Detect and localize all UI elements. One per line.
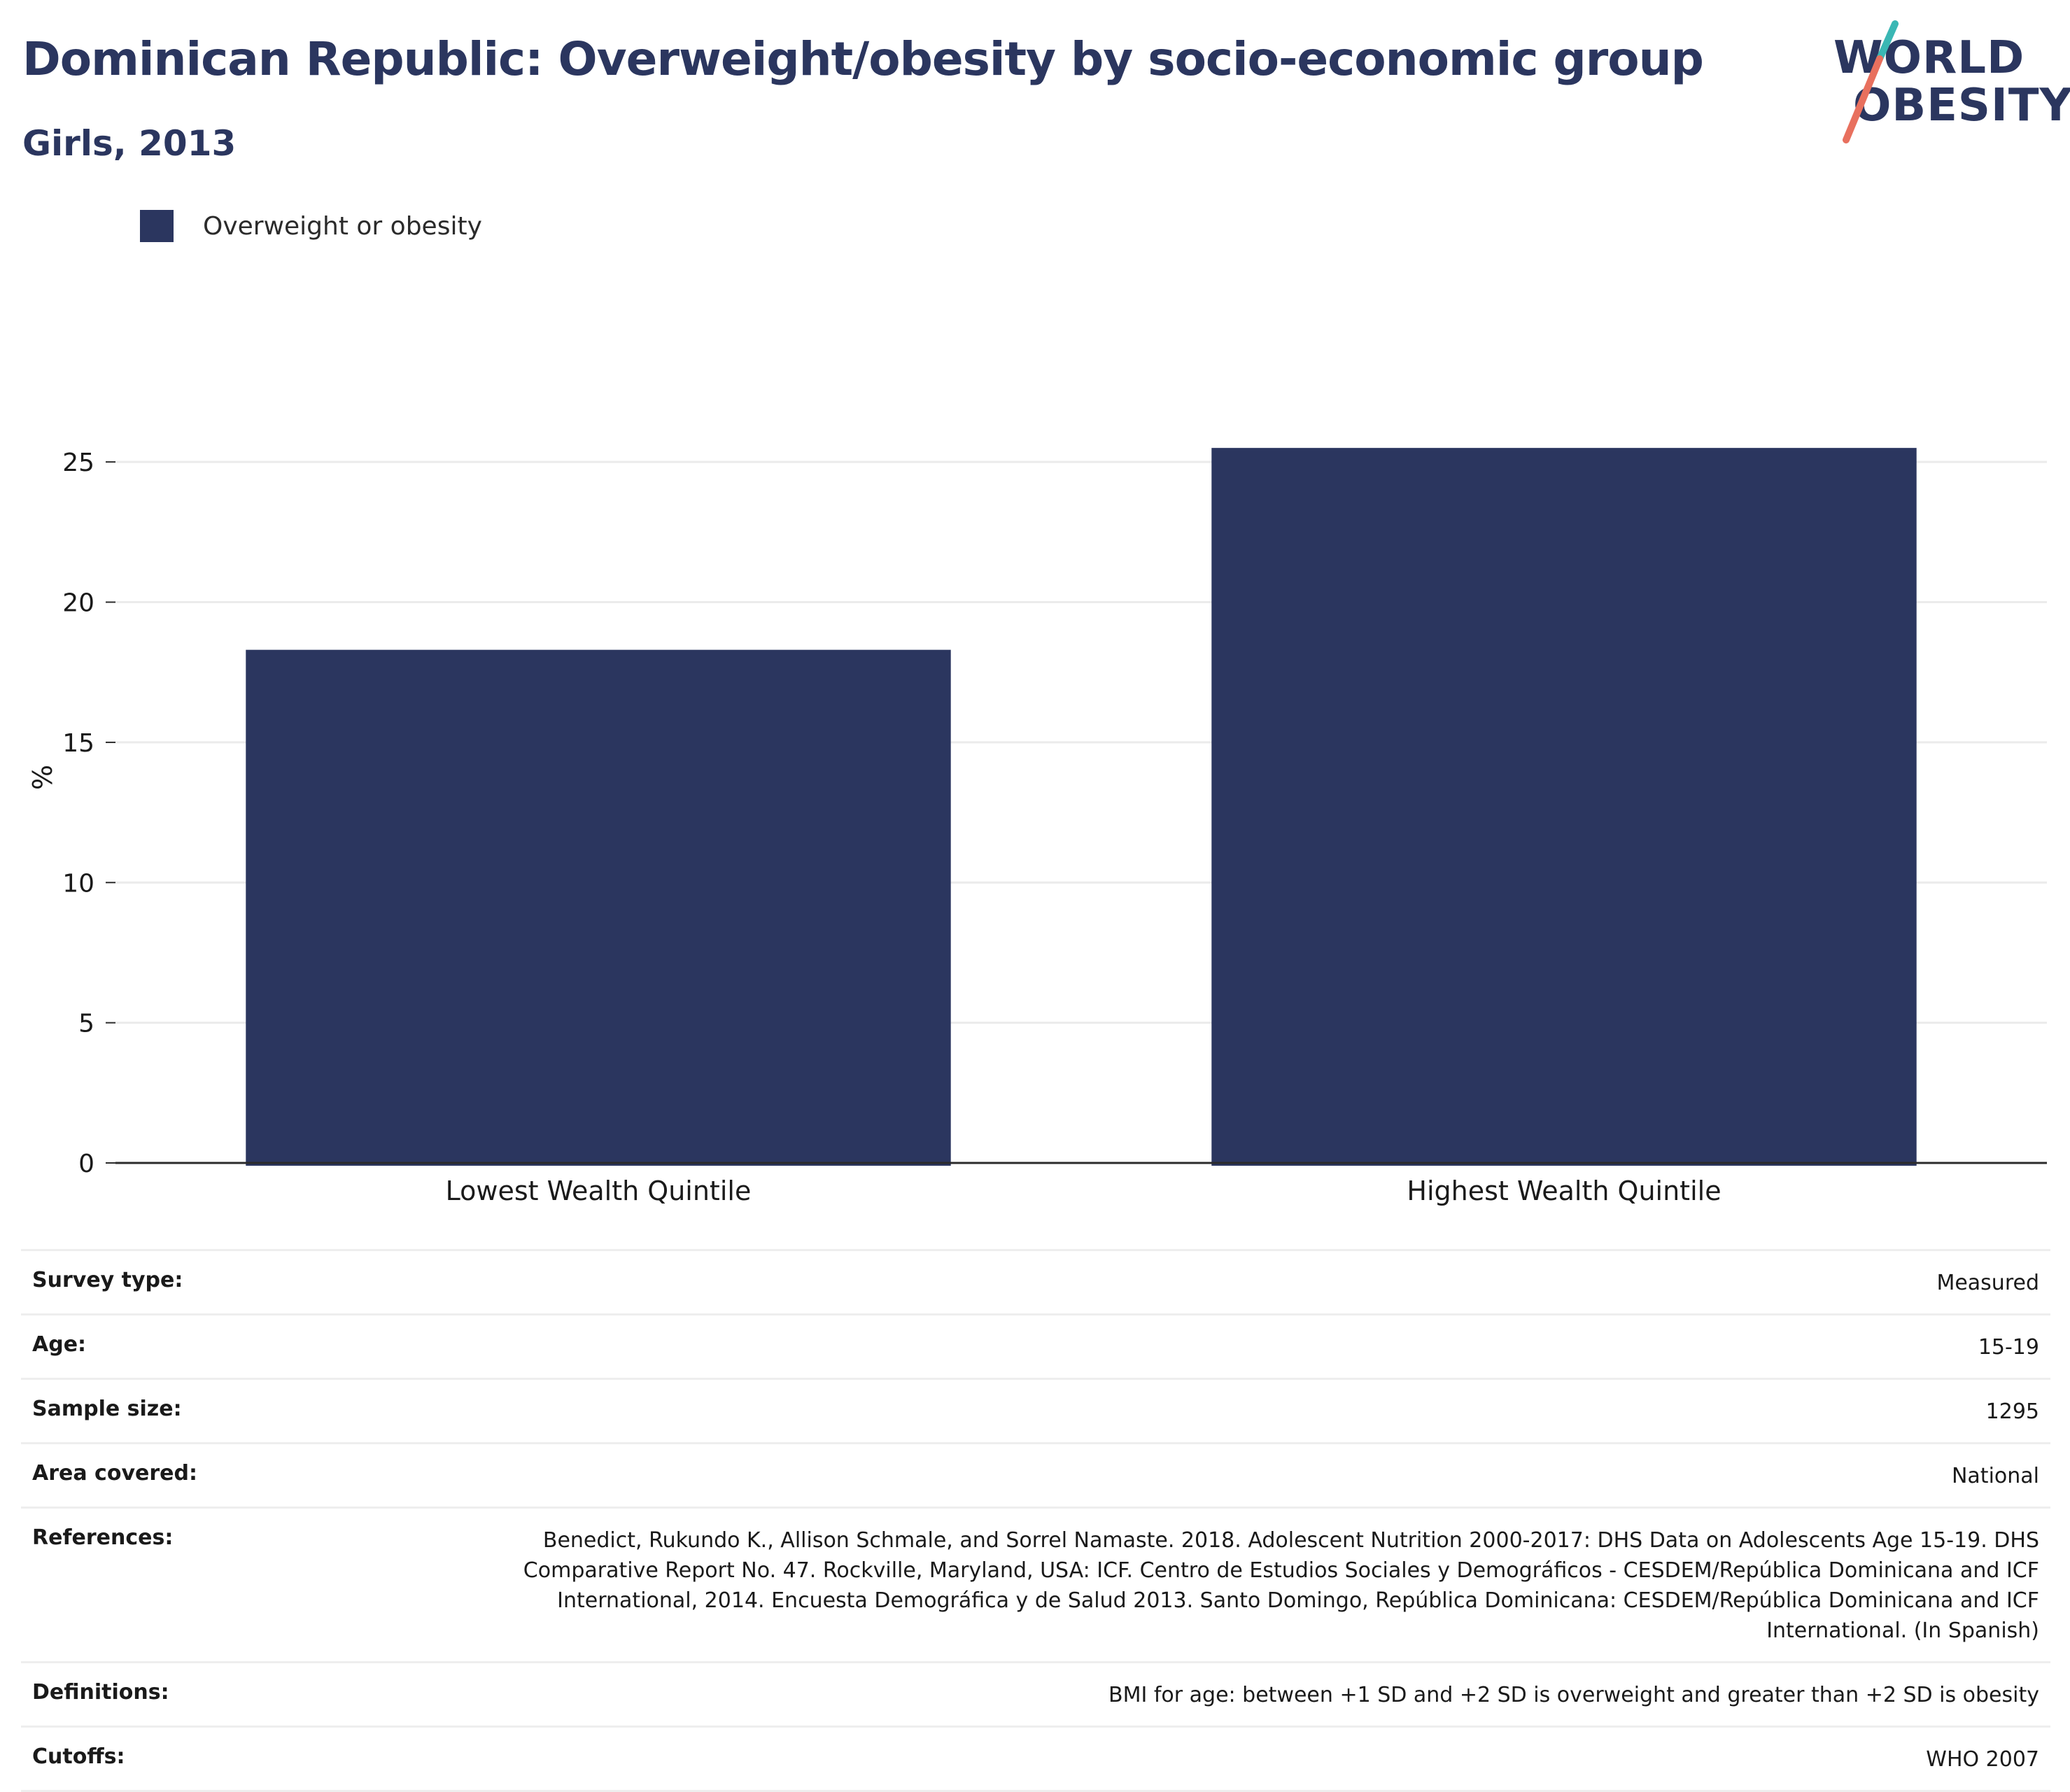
chart-title: Dominican Republic: Overweight/obesity b… — [22, 32, 1704, 86]
meta-key: Cutoffs: — [21, 1726, 435, 1792]
meta-key: Definitions: — [21, 1661, 435, 1727]
meta-row: Area covered: National — [21, 1442, 2050, 1508]
meta-row: Survey type: Measured — [21, 1249, 2050, 1315]
world-obesity-logo: WORLD OBESITY — [1819, 20, 2070, 153]
meta-value: National — [435, 1442, 2050, 1508]
bar-chart: 0 5 10 15 20 25% Lowest Wealth Quintile Highest… — [27, 448, 2047, 1206]
y-tick-label: 20 — [62, 589, 94, 618]
y-tick-label: 0 — [78, 1150, 94, 1178]
meta-key: Sample size: — [21, 1378, 435, 1444]
meta-row: Age: 15-19 — [21, 1313, 2050, 1379]
bar — [1211, 448, 1917, 1166]
y-axis-label: % — [27, 765, 58, 790]
x-category-label: Lowest Wealth Quintile — [446, 1176, 752, 1206]
meta-row: Cutoffs: WHO 2007 — [21, 1726, 2050, 1792]
chart-legend: Overweight or obesity — [140, 210, 482, 242]
legend-swatch — [140, 210, 174, 242]
meta-key: References: — [21, 1507, 435, 1663]
meta-key: Age: — [21, 1313, 435, 1379]
bar — [246, 649, 951, 1166]
y-tick-label: 15 — [62, 729, 94, 758]
logo-line-2: OBESITY — [1853, 80, 2070, 132]
chart-subtitle: Girls, 2013 — [22, 123, 237, 164]
meta-value: BMI for age: between +1 SD and +2 SD is … — [435, 1661, 2050, 1727]
meta-value: Measured — [435, 1249, 2050, 1315]
meta-key: Survey type: — [21, 1249, 435, 1315]
meta-value: Benedict, Rukundo K., Allison Schmale, a… — [435, 1507, 2050, 1663]
meta-value: 15-19 — [435, 1313, 2050, 1379]
meta-row: Definitions: BMI for age: between +1 SD a… — [21, 1661, 2050, 1727]
logo-line-1: WORLD — [1833, 32, 2025, 84]
logo-slash-icon — [1843, 20, 1899, 143]
meta-row: References: Benedict, Rukundo K., Allison… — [21, 1507, 2050, 1663]
meta-value: 1295 — [435, 1378, 2050, 1444]
survey-details-table: Survey type: Measured Age: 15-19 Sample size… — [21, 1249, 2050, 1792]
meta-value: WHO 2007 — [435, 1726, 2050, 1792]
legend-label: Overweight or obesity — [203, 211, 482, 241]
y-tick-label: 25 — [62, 449, 94, 477]
y-tick-label: 10 — [62, 869, 94, 898]
x-category-label: Highest Wealth Quintile — [1407, 1176, 1721, 1206]
meta-row: Sample size: 1295 — [21, 1378, 2050, 1444]
meta-key: Area covered: — [21, 1442, 435, 1508]
y-tick-label: 5 — [78, 1010, 94, 1038]
